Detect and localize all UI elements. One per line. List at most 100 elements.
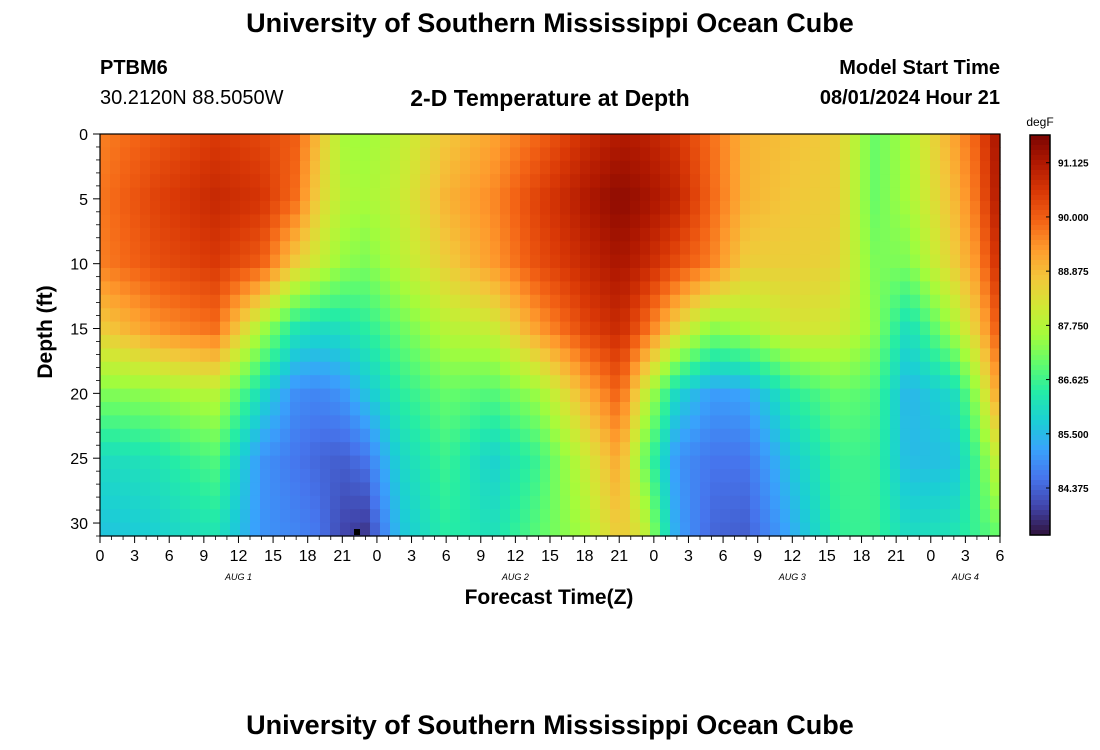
heatmap-cell: [420, 522, 431, 537]
heatmap-cell: [620, 361, 631, 376]
heatmap-cell: [710, 402, 721, 416]
heatmap-cell: [760, 509, 771, 524]
heatmap-cell: [430, 147, 441, 162]
heatmap-cell: [340, 214, 351, 229]
heatmap-cell: [370, 388, 381, 403]
heatmap-cell: [270, 160, 281, 175]
heatmap-cell: [290, 308, 301, 323]
heatmap-cell: [810, 147, 821, 162]
heatmap-cell: [530, 482, 541, 497]
heatmap-cell: [800, 227, 811, 242]
heatmap-cell: [720, 388, 731, 403]
heatmap-cell: [690, 174, 701, 189]
heatmap-cell: [280, 134, 291, 148]
heatmap-cell: [260, 268, 271, 282]
heatmap-cell: [300, 134, 311, 148]
heatmap-cell: [100, 469, 111, 483]
chart-title: 2-D Temperature at Depth: [410, 85, 690, 111]
heatmap-cell: [200, 147, 211, 162]
heatmap-cell: [220, 335, 231, 349]
heatmap-cell: [620, 522, 631, 537]
heatmap-cell: [220, 241, 231, 256]
heatmap-cell: [760, 402, 771, 416]
heatmap-cell: [290, 442, 301, 457]
heatmap-cell: [250, 294, 261, 309]
heatmap-cell: [470, 147, 481, 162]
heatmap-cell: [740, 402, 751, 416]
heatmap-cell: [520, 321, 531, 336]
heatmap-cell: [140, 227, 151, 242]
heatmap-cell: [440, 187, 451, 202]
heatmap-cell: [710, 482, 721, 497]
heatmap-cell: [950, 201, 961, 215]
heatmap-cell: [500, 361, 511, 376]
x-tick-label: 0: [649, 548, 658, 565]
heatmap-cell: [420, 388, 431, 403]
heatmap-cell: [900, 308, 911, 323]
heatmap-cell: [260, 348, 271, 363]
heatmap-cell: [910, 174, 921, 189]
heatmap-cell: [800, 348, 811, 363]
heatmap-cell: [530, 294, 541, 309]
heatmap-cell: [380, 214, 391, 229]
heatmap-cell: [280, 227, 291, 242]
heatmap-cell: [720, 495, 731, 510]
heatmap-cell: [120, 227, 131, 242]
heatmap-cell: [850, 268, 861, 282]
heatmap-cell: [110, 254, 121, 269]
heatmap-cell: [100, 241, 111, 256]
heatmap-cell: [760, 321, 771, 336]
heatmap-cell: [860, 415, 871, 430]
heatmap-cell: [770, 134, 781, 148]
heatmap-cell: [550, 201, 561, 215]
heatmap-cell: [740, 294, 751, 309]
heatmap-cell: [370, 415, 381, 430]
heatmap-cell: [980, 428, 991, 443]
heatmap-cell: [380, 147, 391, 162]
heatmap-cell: [870, 214, 881, 229]
colorbar-segment: [1030, 315, 1050, 321]
heatmap-cell: [750, 227, 761, 242]
heatmap-cell: [180, 147, 191, 162]
heatmap-cell: [470, 361, 481, 376]
heatmap-cell: [580, 509, 591, 524]
colorbar-segment: [1030, 365, 1050, 371]
heatmap-cell: [240, 241, 251, 256]
heatmap-cell: [710, 361, 721, 376]
heatmap-cell: [240, 469, 251, 483]
heatmap-cell: [940, 428, 951, 443]
heatmap-cell: [720, 187, 731, 202]
heatmap-cell: [510, 469, 521, 483]
heatmap-cell: [750, 469, 761, 483]
heatmap-cell: [160, 402, 171, 416]
heatmap-cell: [460, 428, 471, 443]
heatmap-cell: [810, 348, 821, 363]
heatmap-cell: [270, 442, 281, 457]
heatmap-cell: [930, 509, 941, 524]
heatmap-cell: [690, 134, 701, 148]
heatmap-cell: [260, 335, 271, 349]
heatmap-cell: [630, 254, 641, 269]
heatmap-cell: [470, 201, 481, 215]
heatmap-cell: [920, 522, 931, 537]
colorbar-segment: [1030, 250, 1050, 256]
heatmap-cell: [570, 134, 581, 148]
heatmap-cell: [330, 147, 341, 162]
heatmap-cell: [360, 281, 371, 296]
heatmap-cell: [950, 281, 961, 296]
heatmap-cell: [950, 241, 961, 256]
heatmap-cell: [920, 509, 931, 524]
heatmap-cell: [750, 214, 761, 229]
heatmap-cell: [480, 509, 491, 524]
heatmap-cell: [660, 361, 671, 376]
heatmap-cell: [900, 428, 911, 443]
heatmap-cell: [940, 361, 951, 376]
heatmap-cell: [780, 335, 791, 349]
heatmap-cell: [950, 361, 961, 376]
heatmap-cell: [210, 442, 221, 457]
heatmap-cell: [320, 268, 331, 282]
heatmap-cell: [830, 308, 841, 323]
heatmap-cell: [720, 442, 731, 457]
heatmap-cell: [970, 335, 981, 349]
heatmap-cell: [730, 442, 741, 457]
